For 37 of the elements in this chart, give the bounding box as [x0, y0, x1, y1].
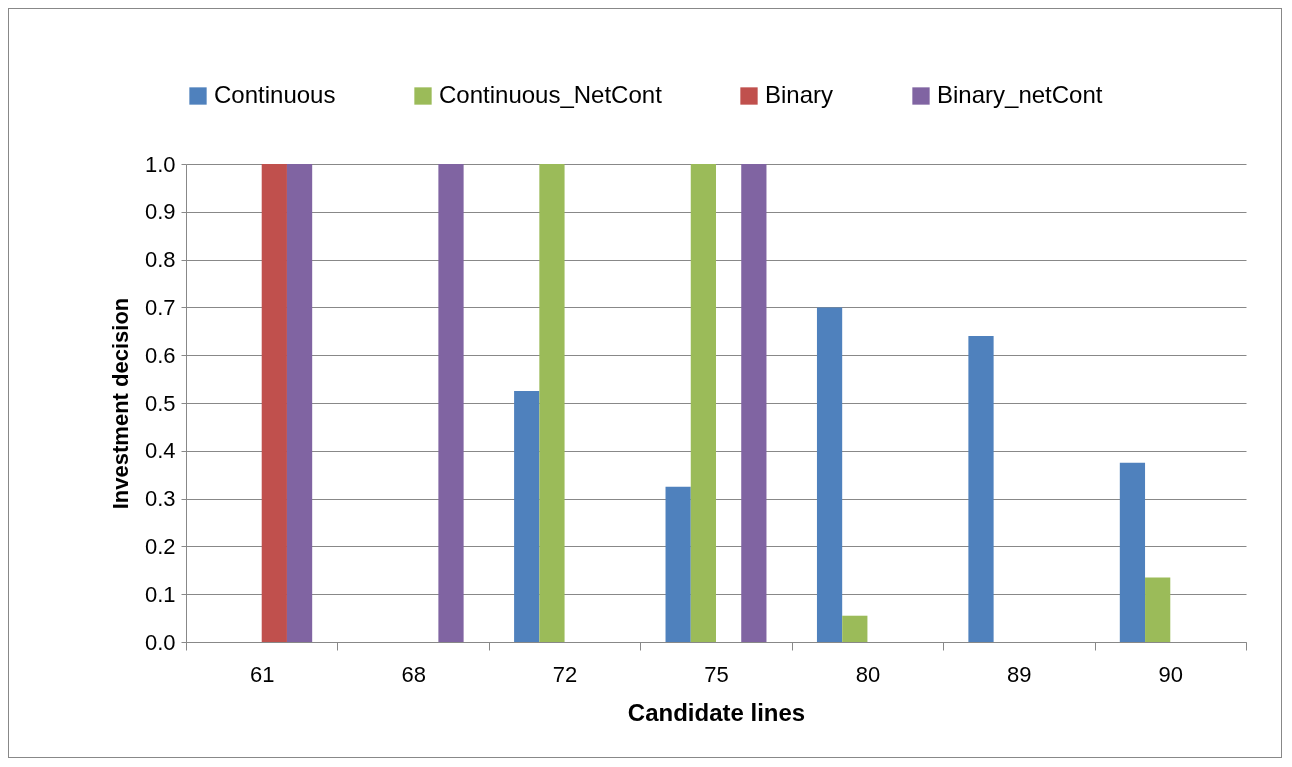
bar [539, 164, 565, 642]
x-tick-label: 61 [249, 661, 275, 687]
x-tick-label: 80 [855, 661, 881, 687]
x-tick-label: 75 [704, 661, 729, 687]
legend-label: Binary_netCont [937, 81, 1103, 108]
bar [514, 391, 540, 642]
y-tick-label: 0.5 [144, 390, 176, 416]
bar [968, 336, 994, 642]
bar [690, 164, 716, 642]
bar [286, 164, 313, 642]
y-tick-label: 0.0 [144, 629, 176, 655]
x-tick-label: 90 [1158, 661, 1184, 687]
bar [842, 615, 868, 642]
x-tick-label: 89 [1007, 661, 1032, 687]
x-axis-title: Candidate lines [627, 698, 806, 726]
bar [816, 307, 843, 642]
y-tick-label: 0.6 [144, 342, 176, 368]
legend-label: Binary [765, 81, 834, 108]
y-tick-label: 0.4 [144, 438, 176, 464]
y-tick-label: 0.9 [144, 199, 176, 225]
bar [261, 164, 287, 642]
y-tick-label: 0.7 [144, 294, 176, 320]
legend-label: Continuous_NetCont [439, 81, 663, 108]
bar [1119, 462, 1146, 642]
x-tick-label: 68 [401, 661, 426, 687]
y-tick-label: 0.2 [144, 533, 176, 559]
y-tick-label: 0.8 [144, 247, 176, 273]
bar [438, 164, 464, 642]
bar [1145, 577, 1171, 642]
y-tick-label: 0.1 [144, 581, 176, 607]
x-tick-label: 72 [552, 661, 578, 687]
y-tick-label: 0.3 [144, 486, 176, 512]
legend-label: Continuous [214, 81, 336, 108]
y-axis-title: Investment decision [107, 297, 133, 510]
bar [665, 486, 691, 642]
bar [741, 164, 767, 642]
y-tick-label: 1.0 [144, 151, 176, 177]
